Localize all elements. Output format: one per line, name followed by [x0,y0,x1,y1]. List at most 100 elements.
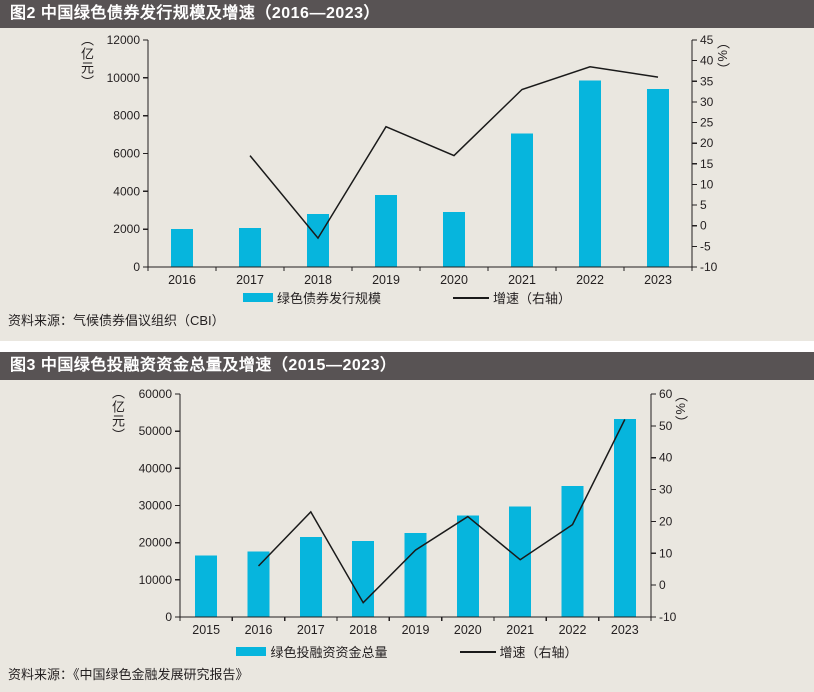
right-tick-label: 20 [700,136,714,150]
category-label-2019: 2019 [402,623,430,637]
right-tick-label: 30 [700,95,714,109]
bar-2018 [307,214,329,267]
right-tick-label: 45 [700,33,714,47]
right-tick-label: 5 [700,198,707,212]
figure2-right-axis-label: （%） [715,36,730,77]
right-tick-label: -10 [659,610,677,624]
bar-2018 [352,540,375,617]
category-label-2019: 2019 [372,273,400,287]
figure2-title: 图2 中国绿色债券发行规模及增速（2016—2023） [10,5,381,22]
right-tick-label: 0 [700,219,707,233]
figure3-section: 图3 中国绿色投融资资金总量及增速（2015—2023） 0 10000 20000… [0,352,814,692]
axis-labels: 0 10000 20000 30000 40000 50000 60000 -10 0 10 20 3… [139,387,677,637]
bar-2016 [171,229,193,267]
line-swatch-icon [453,296,489,299]
right-tick-label: 60 [659,387,673,401]
left-tick-label: 10000 [139,573,173,587]
figure2-titlebar: 图2 中国绿色债券发行规模及增速（2016—2023） [0,0,814,28]
figure2-chart: 0 2000 4000 6000 8000 10000 12000 -10 -5 0 5 10 15 20… [107,33,718,287]
right-tick-label: 0 [659,578,666,592]
left-tick-label: 0 [165,610,172,624]
bar-2017 [239,228,261,267]
bar-2021 [509,506,532,617]
axis-labels: 0 2000 4000 6000 8000 10000 12000 -10 -5 0 5 10 15 20… [107,33,718,287]
figure2-source-note: 资料来源：气候债券倡议组织（CBI） [8,313,225,328]
figure2-legend-line-label: 增速（右轴） [493,291,572,306]
left-tick-label: 8000 [113,109,140,123]
figure2-left-axis-label: （亿元） [79,33,94,89]
category-label-2016: 2016 [245,623,273,637]
growth-line [249,66,659,240]
category-label-2018: 2018 [349,623,377,637]
line-swatch-icon [459,650,496,653]
category-label-2020: 2020 [440,273,468,287]
category-label-2021: 2021 [506,623,534,637]
right-tick-label: 10 [659,546,673,560]
figure3-right-axis-label: （%） [673,389,688,430]
category-label-2022: 2022 [559,623,587,637]
right-tick-label: 40 [700,54,714,68]
category-label-2020: 2020 [454,623,482,637]
axes [175,393,656,621]
bar-series [195,418,636,617]
figure2-legend: 绿色债券发行规模 增速（右轴） [0,288,814,307]
figure3-legend: 绿色投融资资金总量 增速（右轴） [0,642,814,661]
right-tick-label: 40 [659,451,673,465]
growth-line [257,419,626,604]
right-tick-label: 30 [659,483,673,497]
figure2-section: 图2 中国绿色债券发行规模及增速（2016—2023） 0 2000 4000 600… [0,0,814,341]
left-tick-label: 10000 [107,71,141,85]
figure3-legend-line-item: 增速（右轴） [459,642,578,661]
figure3-chart: 0 10000 20000 30000 40000 50000 60000 -10 0 10 20 3… [139,387,677,637]
bar-series [171,80,669,267]
left-tick-label: 4000 [113,184,140,198]
bar-2019 [375,195,397,267]
figure2-legend-line-item: 增速（右轴） [453,288,571,307]
left-tick-label: 0 [133,260,140,274]
right-tick-label: 25 [700,116,714,130]
category-label-2022: 2022 [576,273,604,287]
category-label-2017: 2017 [297,623,325,637]
category-label-2015: 2015 [192,623,220,637]
right-tick-label: 35 [700,74,714,88]
left-tick-label: 50000 [139,424,173,438]
bar-swatch-icon [236,647,267,656]
figure2-legend-bar-item: 绿色债券发行规模 [242,288,381,307]
bar-2020 [443,212,465,267]
category-label-2017: 2017 [236,273,264,287]
category-label-2023: 2023 [644,273,672,287]
left-tick-label: 60000 [139,387,173,401]
right-tick-label: 15 [700,157,714,171]
axes [143,39,697,271]
left-tick-label: 40000 [139,461,173,475]
figure3-legend-bar-label: 绿色投融资资金总量 [270,645,388,660]
figure2-legend-bar-label: 绿色债券发行规模 [276,291,381,306]
category-label-2021: 2021 [508,273,536,287]
right-tick-label: 10 [700,178,714,192]
figure3-titlebar: 图3 中国绿色投融资资金总量及增速（2015—2023） [0,352,814,380]
left-tick-label: 6000 [113,147,140,161]
section-divider [0,341,814,352]
category-label-2018: 2018 [304,273,332,287]
figure3-source-note: 资料来源：《中国绿色金融发展研究报告》 [8,667,249,682]
right-tick-label: -10 [700,260,718,274]
bar-2017 [299,537,322,617]
bar-2022 [561,486,584,617]
right-tick-label: 20 [659,514,673,528]
bar-2020 [456,515,479,617]
figure3-legend-line-label: 增速（右轴） [499,645,578,660]
figure3-title: 图3 中国绿色投融资资金总量及增速（2015—2023） [10,357,397,374]
right-tick-label: -5 [700,239,711,253]
left-tick-label: 20000 [139,536,173,550]
bar-2021 [511,133,533,267]
category-label-2016: 2016 [168,273,196,287]
bar-2023 [613,418,636,617]
left-tick-label: 30000 [139,499,173,513]
bar-2022 [579,80,601,267]
category-label-2023: 2023 [611,623,639,637]
left-tick-label: 12000 [107,33,141,47]
bar-2019 [404,533,427,617]
figure3-left-axis-label: （亿元） [110,386,125,442]
bar-2015 [195,555,218,617]
bar-swatch-icon [242,293,273,302]
